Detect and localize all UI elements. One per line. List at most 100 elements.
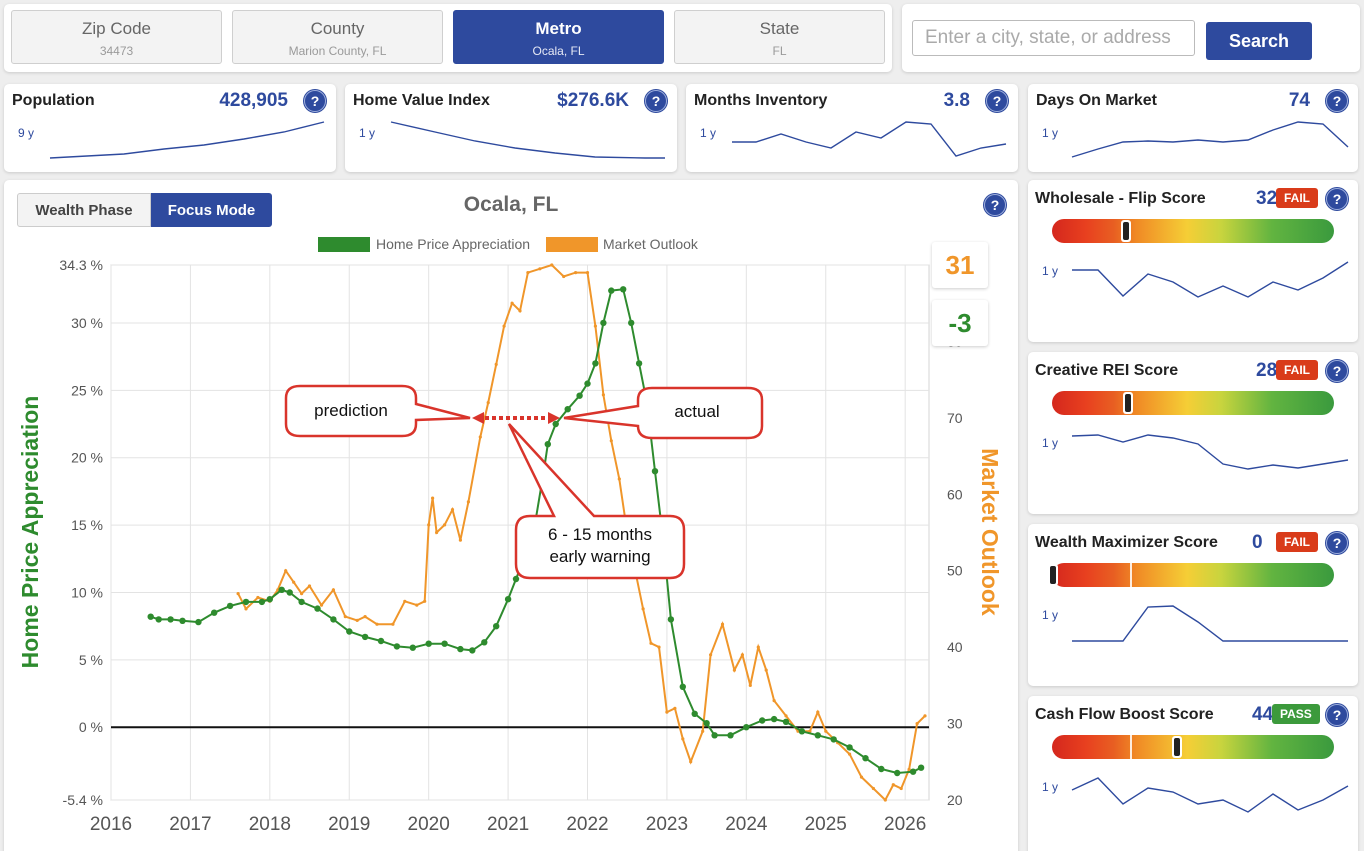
- score-title: Cash Flow Boost Score: [1035, 706, 1214, 723]
- data-point: [526, 271, 530, 275]
- data-point: [635, 360, 643, 367]
- cash-flow-sparkline: [1071, 777, 1349, 813]
- stat-period: 1 y: [1042, 126, 1059, 140]
- data-point: [504, 596, 512, 603]
- y2-axis-title: Market Outlook: [977, 448, 1003, 616]
- search-button[interactable]: Search: [1206, 22, 1312, 60]
- data-point: [564, 406, 571, 413]
- data-point: [435, 530, 439, 535]
- data-point: [584, 380, 591, 387]
- data-point: [720, 622, 725, 626]
- data-point: [665, 710, 669, 714]
- help-icon[interactable]: ?: [984, 194, 1006, 216]
- data-point: [748, 683, 752, 687]
- data-point: [377, 637, 385, 645]
- tab-label: Zip Code: [82, 19, 151, 38]
- tab-sublabel: FL: [772, 44, 787, 58]
- data-point: [458, 538, 462, 542]
- data-point: [375, 622, 379, 626]
- data-point: [601, 393, 606, 397]
- data-point: [848, 752, 852, 756]
- sparkline-period: 1 y: [1042, 264, 1059, 278]
- data-point: [244, 607, 248, 611]
- data-point: [727, 732, 734, 739]
- data-point: [346, 628, 353, 635]
- data-point: [443, 523, 447, 527]
- x-tick-label: 2016: [90, 814, 132, 835]
- tab-metro[interactable]: Metro Ocala, FL: [453, 10, 664, 64]
- data-point: [641, 607, 645, 611]
- data-point: [764, 668, 768, 672]
- data-point: [276, 588, 280, 592]
- data-point: [292, 580, 296, 584]
- data-point: [620, 286, 627, 293]
- data-point: [617, 477, 621, 481]
- help-icon[interactable]: ?: [1326, 704, 1348, 726]
- data-point: [798, 728, 806, 735]
- hpa-score: -3: [932, 300, 988, 346]
- stat-period: 9 y: [18, 126, 35, 140]
- data-point: [393, 643, 401, 650]
- arrow-head-left: [472, 412, 484, 424]
- data-point: [585, 271, 590, 275]
- prediction-callout: prediction: [284, 384, 471, 438]
- wealth-phase-button[interactable]: Wealth Phase: [17, 193, 151, 227]
- data-point: [740, 653, 745, 657]
- data-point: [862, 755, 869, 762]
- data-point: [391, 622, 395, 626]
- data-point: [592, 360, 599, 367]
- help-icon[interactable]: ?: [1326, 360, 1348, 382]
- help-icon[interactable]: ?: [1326, 188, 1348, 210]
- help-icon[interactable]: ?: [1326, 90, 1348, 112]
- data-point: [155, 616, 162, 623]
- data-point: [824, 729, 828, 733]
- y2-tick-label: 50: [947, 563, 963, 579]
- series-layer: [147, 263, 927, 802]
- data-point: [772, 699, 776, 703]
- data-point: [195, 618, 202, 626]
- y-tick-label: 34.3 %: [59, 257, 103, 273]
- stat-value: $276.6K: [557, 90, 629, 111]
- help-icon[interactable]: ?: [986, 90, 1008, 112]
- focus-mode-button[interactable]: Focus Mode: [151, 193, 272, 227]
- status-badge: PASS: [1272, 704, 1320, 724]
- help-icon[interactable]: ?: [1326, 532, 1348, 554]
- chart-panel: Wealth Phase Focus Mode Ocala, FL ? Home…: [4, 180, 1018, 851]
- stat-period: 1 y: [359, 126, 376, 140]
- data-point: [544, 441, 551, 448]
- tab-state[interactable]: State FL: [674, 10, 885, 64]
- data-point: [891, 783, 895, 787]
- score-value: 0: [1252, 532, 1263, 553]
- search-input[interactable]: [912, 20, 1195, 56]
- help-icon[interactable]: ?: [304, 90, 326, 112]
- x-tick-label: 2020: [408, 814, 450, 835]
- y2-tick-label: 70: [947, 410, 963, 426]
- data-point: [871, 786, 876, 791]
- data-point: [256, 595, 260, 600]
- tab-zip-code[interactable]: Zip Code 34473: [11, 10, 222, 64]
- data-point: [756, 645, 760, 649]
- tab-label: Metro: [535, 19, 582, 38]
- tab-county[interactable]: County Marion County, FL: [232, 10, 443, 64]
- y-tick-label: 30 %: [71, 315, 103, 331]
- gauge-divider: [1130, 563, 1132, 587]
- help-icon[interactable]: ?: [645, 90, 667, 112]
- data-point: [266, 596, 273, 603]
- y-tick-label: 0 %: [79, 719, 103, 735]
- data-point: [330, 616, 337, 623]
- data-point: [284, 569, 288, 573]
- data-point: [759, 717, 766, 724]
- status-badge: FAIL: [1276, 532, 1318, 552]
- data-point: [808, 729, 812, 733]
- callout-text: actual: [674, 402, 719, 421]
- data-point: [673, 706, 677, 710]
- data-point: [743, 724, 750, 731]
- search-panel: Search: [902, 4, 1360, 72]
- score-value: 28: [1256, 360, 1278, 381]
- data-point: [701, 729, 705, 733]
- y2-tick-label: 20: [947, 792, 963, 808]
- sparkline-period: 1 y: [1042, 436, 1059, 450]
- score-card-cash-flow-boost: Cash Flow Boost Score 44 PASS ? 1 y: [1028, 696, 1358, 851]
- gauge-marker: [1172, 736, 1182, 758]
- hpa-market-outlook-chart: Home Price Appreciation Market Outlook H…: [17, 236, 1003, 835]
